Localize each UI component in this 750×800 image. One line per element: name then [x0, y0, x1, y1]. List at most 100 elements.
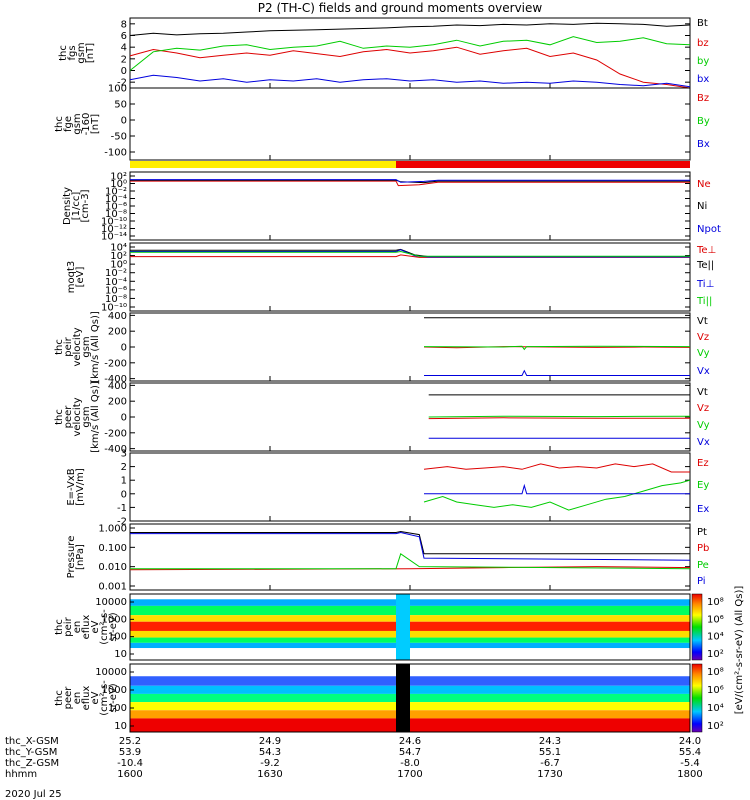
y-axis-label: (cm²-s-	[99, 680, 110, 716]
legend-entry: Ez	[697, 458, 709, 469]
colorbar-tick-label: 10⁴	[707, 703, 724, 714]
y-tick-label: 10000	[95, 597, 127, 608]
series-line-te	[130, 248, 690, 258]
y-axis-label: [1/cc]	[71, 192, 82, 221]
y-axis-label: Density	[62, 187, 73, 225]
panel-status-bar	[130, 161, 690, 168]
status-segment	[396, 161, 690, 168]
y-axis-label: (cm²-s-	[99, 609, 110, 645]
y-tick-label: 10⁻¹⁴	[101, 232, 127, 243]
y-tick-label: 10⁻⁴	[105, 194, 127, 205]
ephemeris-value: -5.4	[680, 758, 700, 769]
series-line-ti	[130, 250, 690, 257]
y-tick-label: 1000	[102, 614, 127, 625]
y-tick-label: 0	[121, 489, 127, 500]
y-tick-label: 6	[121, 31, 127, 42]
y-axis-label: E=-VxB	[66, 468, 77, 505]
ephemeris-value: 1600	[117, 769, 142, 780]
y-tick-label: 0	[121, 66, 127, 77]
series-line-pt	[130, 530, 690, 555]
legend-entry: Pi	[697, 576, 706, 587]
legend-entry: Pb	[697, 543, 709, 554]
legend-entry: Vz	[697, 332, 709, 343]
y-axis-label: moqt3	[66, 261, 77, 294]
y-tick-label: 100	[108, 84, 127, 95]
ephemeris-value: 24.6	[399, 736, 421, 747]
y-tick-label: 10⁴	[110, 243, 127, 254]
figure-title: P2 (TH-C) fields and ground moments over…	[258, 1, 543, 15]
y-tick-label: 0.100	[98, 543, 127, 554]
y-tick-label: 50	[114, 100, 127, 111]
ephemeris-value: 54.3	[259, 747, 281, 758]
y-tick-label: 10²	[110, 251, 127, 262]
ephemeris-value: 1630	[257, 769, 282, 780]
spectrogram-image	[130, 664, 690, 732]
y-tick-label: 400	[108, 311, 127, 322]
ephemeris-value: 53.9	[119, 747, 141, 758]
ephemeris-value: -6.7	[540, 758, 560, 769]
legend-entry: By	[697, 116, 710, 127]
legend-entry: bz	[697, 38, 709, 49]
y-tick-label: 200	[108, 327, 127, 338]
y-tick-label: 2	[121, 54, 127, 65]
y-tick-label: 10⁰	[110, 260, 127, 271]
panel-peir-velocity: 400 200 0 -200 -400 Vt Vz Vy Vx thcpeirvelocitygs…	[54, 311, 710, 385]
y-tick-label: 200	[108, 397, 127, 408]
colorbar-tick-label: 10⁸	[707, 667, 724, 678]
y-axis-label: eV	[90, 691, 101, 704]
y-axis-label: -160	[81, 113, 92, 136]
y-axis-label: [km/s (All Qs)]	[90, 381, 101, 453]
colorbar-tick-label: 10⁴	[707, 632, 724, 643]
legend-entry: Pt	[697, 527, 707, 538]
y-axis-label: [km/s (All Qs)]	[90, 311, 101, 383]
ephemeris-table: thc_X-GSMthc_Y-GSMthc_Z-GSMhhmm25.253.9-…	[5, 736, 703, 780]
legend-entry: Vt	[697, 387, 708, 398]
ephemeris-value: 25.2	[119, 736, 141, 747]
ephemeris-row-label: hhmm	[5, 769, 37, 780]
y-tick-label: -2	[117, 78, 127, 89]
y-axis-label: thc	[54, 619, 65, 635]
series-line-ex	[424, 483, 690, 495]
y-axis-label: eflux	[81, 615, 92, 640]
y-axis-label: peir	[63, 336, 74, 356]
y-axis-label: eflux	[81, 686, 92, 711]
y-tick-label: -50	[111, 132, 127, 143]
y-tick-label: 10⁻²	[105, 187, 127, 198]
y-axis-label: sr-eV)	[108, 612, 119, 641]
y-tick-label: 10⁻⁶	[105, 202, 127, 213]
legend-entry: bx	[697, 74, 709, 85]
legend-entry: Ti||	[696, 296, 712, 307]
series-line-ez	[423, 463, 690, 473]
legend-entry: Ex	[697, 504, 709, 515]
legend-entry: Te⊥	[696, 245, 716, 256]
y-tick-label: -200	[104, 358, 127, 369]
series-line-vz	[428, 417, 690, 420]
y-axis-label: en	[72, 692, 83, 705]
colorbar	[691, 593, 703, 661]
colorbar-tick-label: 10⁶	[707, 685, 724, 696]
y-tick-label: 10²	[110, 172, 127, 183]
ephemeris-value: 1700	[397, 769, 422, 780]
legend-entry: Bt	[697, 18, 708, 29]
panel-pressure: 1.000 0.100 0.010 0.001 Pt Pb Pe Pi Pressure[nPa…	[66, 523, 709, 593]
y-tick-label: 10⁻⁴	[105, 277, 127, 288]
series-line-vy	[428, 415, 691, 418]
y-tick-label: 0.010	[98, 562, 127, 573]
colorbar-tick-label: 10⁶	[707, 614, 724, 625]
colorbar-tick-label: 10²	[707, 649, 724, 660]
series-line-npot	[130, 179, 690, 183]
y-axis-label: [nT]	[90, 114, 101, 134]
y-axis-label: thc	[54, 116, 65, 132]
y-axis-label: sr-eV)	[108, 683, 119, 712]
y-tick-label: 10⁻⁸	[105, 209, 127, 220]
y-axis-label: thc	[54, 339, 65, 355]
y-axis-label: eV	[90, 620, 101, 633]
y-axis-label: thc	[54, 690, 65, 706]
y-tick-label: 10⁻¹⁰	[101, 217, 127, 228]
panel-frame	[129, 87, 691, 161]
legend-entry: Ey	[697, 480, 709, 491]
legend-entry: Ni	[697, 201, 707, 212]
y-tick-label: 400	[108, 381, 127, 392]
